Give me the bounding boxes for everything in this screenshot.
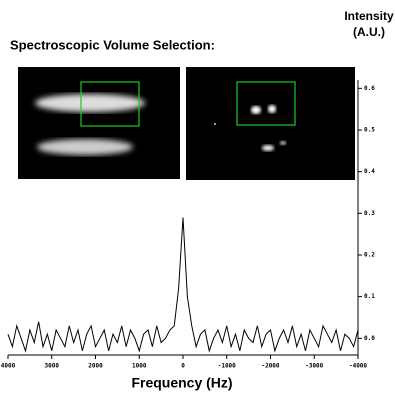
x-tick-label: -1000 bbox=[218, 363, 236, 370]
x-axis-title: Frequency (Hz) bbox=[131, 375, 232, 391]
x-tick-label: 3000 bbox=[45, 363, 60, 370]
figure: Spectroscopic Volume Selection: Frequenc… bbox=[0, 0, 395, 395]
annotation: Spectroscopic Volume Selection: bbox=[10, 37, 215, 52]
chart: Spectroscopic Volume Selection: Frequenc… bbox=[0, 0, 395, 395]
x-tick-label: -3000 bbox=[305, 363, 323, 370]
x-tick-label: 2000 bbox=[88, 363, 103, 370]
y-tick-label: 0.4 bbox=[364, 168, 375, 175]
y-tick-label: 0.1 bbox=[364, 293, 375, 300]
y-tick-label: 0.3 bbox=[364, 210, 375, 217]
x-tick-label: 4000 bbox=[1, 363, 16, 370]
x-tick-label: 0 bbox=[181, 363, 185, 370]
x-tick-label: 1000 bbox=[132, 363, 147, 370]
y-tick-label: 0.6 bbox=[364, 85, 375, 92]
x-tick-label: -4000 bbox=[349, 363, 367, 370]
spectrum-line bbox=[8, 218, 358, 351]
mri-image-right bbox=[186, 67, 355, 180]
y-tick-label: 0.5 bbox=[364, 127, 375, 134]
y-tick-label: 0.2 bbox=[364, 252, 375, 259]
mri-image-left bbox=[18, 67, 180, 179]
x-tick-label: -2000 bbox=[261, 363, 279, 370]
y-axis-title: Intensity (A.U.) bbox=[340, 8, 395, 40]
y-tick-label: 0.0 bbox=[364, 335, 375, 342]
